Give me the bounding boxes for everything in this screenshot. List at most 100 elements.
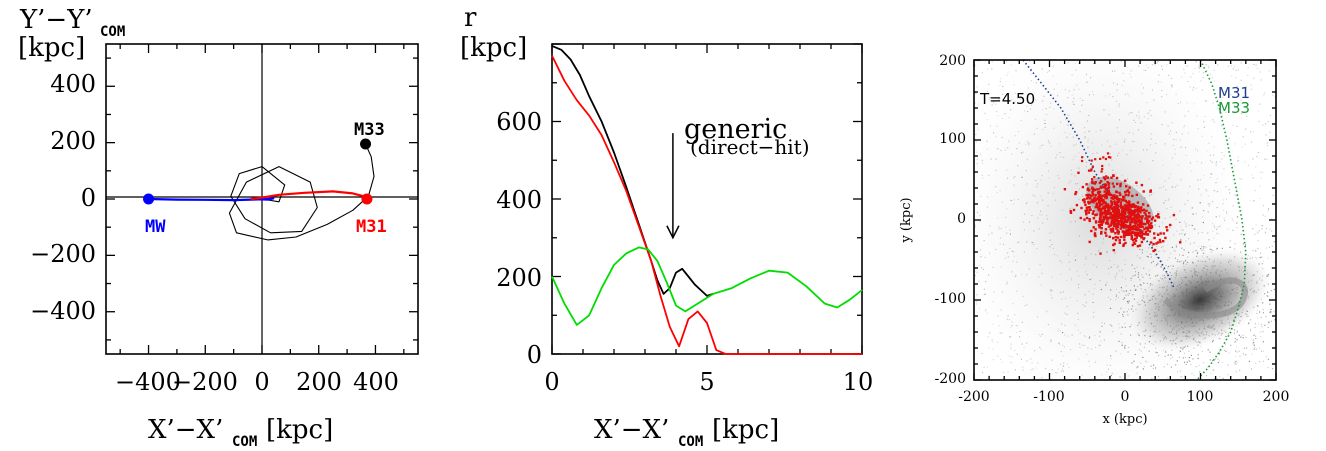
particle bbox=[1035, 99, 1037, 101]
particle bbox=[1060, 273, 1062, 275]
red-particle bbox=[1114, 238, 1118, 242]
particle bbox=[1196, 115, 1198, 117]
particle bbox=[1133, 119, 1135, 121]
particle bbox=[1210, 177, 1212, 179]
particle bbox=[1025, 202, 1027, 204]
particle bbox=[1015, 70, 1017, 72]
particle bbox=[1040, 195, 1042, 197]
red-particle bbox=[1124, 206, 1127, 209]
particle bbox=[1003, 243, 1005, 245]
red-particle bbox=[1091, 191, 1094, 194]
particle bbox=[1255, 362, 1257, 364]
particle bbox=[1145, 69, 1147, 71]
particle bbox=[1124, 322, 1126, 324]
particle bbox=[1258, 323, 1260, 325]
red-particle bbox=[1112, 207, 1115, 210]
red-particle bbox=[1109, 156, 1112, 159]
particle bbox=[997, 115, 999, 117]
particle bbox=[1073, 97, 1075, 99]
particle bbox=[1021, 343, 1023, 345]
particle bbox=[1184, 361, 1186, 363]
particle bbox=[1225, 198, 1227, 200]
particle bbox=[1161, 65, 1163, 67]
particle bbox=[1033, 230, 1035, 232]
particle bbox=[1226, 212, 1228, 214]
particle bbox=[1042, 144, 1044, 146]
p3-xtick-label: 0 bbox=[1121, 389, 1130, 405]
particle bbox=[1253, 63, 1255, 65]
particle bbox=[1071, 94, 1073, 96]
red-particle bbox=[1110, 197, 1113, 200]
particle bbox=[1250, 141, 1252, 143]
particle bbox=[1259, 256, 1261, 259]
particle bbox=[1184, 203, 1186, 205]
particle bbox=[1247, 74, 1249, 76]
particle bbox=[1141, 252, 1143, 254]
red-particle bbox=[1104, 187, 1108, 190]
particle bbox=[995, 248, 997, 250]
particle bbox=[1010, 99, 1012, 101]
red-particle bbox=[1098, 206, 1101, 209]
particle bbox=[1201, 216, 1203, 218]
red-particle bbox=[1102, 217, 1105, 221]
particle bbox=[1256, 156, 1258, 158]
particle bbox=[1253, 348, 1255, 350]
red-particle bbox=[1156, 241, 1160, 244]
particle bbox=[1121, 326, 1123, 328]
particle bbox=[1009, 247, 1011, 249]
particle bbox=[1002, 85, 1004, 87]
red-particle bbox=[1137, 205, 1140, 209]
particle bbox=[1137, 272, 1140, 274]
red-particle bbox=[1112, 214, 1115, 217]
particle bbox=[1064, 312, 1066, 314]
particle bbox=[1013, 84, 1015, 86]
particle bbox=[1254, 190, 1256, 192]
particle bbox=[1129, 73, 1131, 75]
label-m33: M33 bbox=[354, 120, 385, 140]
particle bbox=[1111, 325, 1113, 327]
particle bbox=[1074, 259, 1077, 261]
particle bbox=[1067, 62, 1069, 64]
particle bbox=[1166, 208, 1168, 210]
particle bbox=[1011, 321, 1013, 323]
particle bbox=[985, 308, 987, 310]
red-particle bbox=[1112, 218, 1116, 222]
particle bbox=[1270, 267, 1272, 269]
particle bbox=[1262, 312, 1264, 314]
red-particle bbox=[1129, 225, 1132, 229]
particle bbox=[1156, 245, 1158, 247]
particle bbox=[1269, 300, 1271, 302]
red-particle bbox=[1139, 211, 1142, 214]
particle bbox=[1149, 277, 1151, 279]
red-particle bbox=[1093, 233, 1097, 237]
particle bbox=[1121, 344, 1123, 346]
particle bbox=[1181, 386, 1182, 387]
particle bbox=[1155, 351, 1157, 353]
p1-xtick-label: −200 bbox=[172, 368, 238, 396]
particle bbox=[1203, 174, 1205, 176]
particle bbox=[1143, 87, 1145, 89]
particle bbox=[1084, 136, 1086, 138]
red-particle bbox=[1081, 156, 1084, 159]
particle bbox=[1087, 141, 1089, 143]
red-particle bbox=[1100, 232, 1103, 235]
particle bbox=[1066, 136, 1068, 138]
red-particle bbox=[1109, 193, 1113, 197]
particle bbox=[1252, 250, 1254, 252]
red-particle bbox=[1124, 241, 1127, 245]
particle bbox=[1180, 238, 1182, 240]
particle bbox=[1064, 89, 1066, 91]
particle bbox=[982, 268, 984, 270]
red-particle bbox=[1087, 200, 1090, 204]
p1-series bbox=[148, 143, 375, 241]
particle bbox=[1171, 224, 1173, 226]
red-particle bbox=[1087, 193, 1090, 197]
particle bbox=[998, 226, 1000, 228]
particle bbox=[1242, 136, 1244, 138]
red-particle bbox=[1115, 195, 1119, 198]
panel-separation: r [kpc] 0 200 400 600 0 5 10 generic (di… bbox=[460, 3, 873, 450]
particle bbox=[1171, 122, 1173, 124]
particle bbox=[1246, 115, 1248, 117]
particle bbox=[1109, 260, 1111, 262]
particle bbox=[1110, 355, 1112, 357]
